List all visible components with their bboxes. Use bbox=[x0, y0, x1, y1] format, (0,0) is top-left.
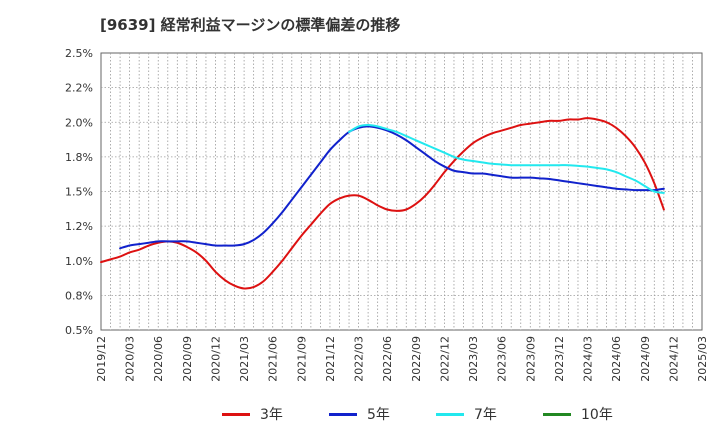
y-tick-label: 1.2% bbox=[65, 220, 93, 233]
legend-swatch bbox=[543, 412, 571, 416]
x-tick-label: 2021/09 bbox=[295, 336, 308, 382]
y-tick-label: 1.0% bbox=[65, 255, 93, 268]
x-tick-label: 2024/06 bbox=[610, 336, 623, 382]
x-tick-label: 2020/03 bbox=[124, 336, 137, 382]
x-tick-label: 2023/09 bbox=[524, 336, 537, 382]
legend-label: 5年 bbox=[367, 407, 390, 423]
x-tick-label: 2023/12 bbox=[553, 336, 566, 382]
legend: 3年 5年 7年 10年 bbox=[0, 402, 720, 426]
x-tick-label: 2022/06 bbox=[381, 336, 394, 382]
chart-title: [9639] 経常利益マージンの標準偏差の推移 bbox=[100, 16, 401, 34]
x-tick-label: 2023/03 bbox=[467, 336, 480, 382]
legend-item: 7年 bbox=[436, 402, 497, 426]
legend-item: 5年 bbox=[329, 402, 390, 426]
x-tick-label: 2020/09 bbox=[181, 336, 194, 382]
series-line-1 bbox=[119, 125, 665, 250]
x-tick-label: 2021/12 bbox=[324, 336, 337, 382]
axis-layer: 0.5% 0.8% 1.0% 1.2% 1.5% 1.8% 2.0% 2.2% 2.5% 2019… bbox=[65, 47, 709, 382]
x-tick-label: 2021/06 bbox=[267, 336, 280, 382]
x-tick-label: 2023/06 bbox=[496, 336, 509, 382]
legend-swatch bbox=[436, 412, 464, 416]
y-tick-label: 0.5% bbox=[65, 324, 93, 337]
x-tick-label: 2022/12 bbox=[438, 336, 451, 382]
legend-swatch bbox=[329, 412, 357, 416]
x-tick-label: 2024/09 bbox=[639, 336, 652, 382]
legend-label: 7年 bbox=[474, 407, 497, 423]
legend-label: 10年 bbox=[581, 407, 613, 423]
x-tick-label: 2022/03 bbox=[353, 336, 366, 382]
x-tick-label: 2021/03 bbox=[238, 336, 251, 382]
x-tick-label: 2019/12 bbox=[95, 336, 108, 382]
plot-frame bbox=[100, 52, 703, 331]
series-line-0 bbox=[100, 117, 665, 290]
x-tick-label: 2020/12 bbox=[209, 336, 222, 382]
x-tick-label: 2020/06 bbox=[152, 336, 165, 382]
legend-label: 3年 bbox=[260, 407, 283, 423]
x-tick-label: 2025/03 bbox=[696, 336, 709, 382]
x-tick-label: 2024/03 bbox=[582, 336, 595, 382]
y-tick-label: 2.5% bbox=[65, 47, 93, 60]
legend-item: 3年 bbox=[222, 402, 283, 426]
x-tick-label: 2022/09 bbox=[410, 336, 423, 382]
grid-layer bbox=[100, 52, 703, 331]
y-tick-label: 1.8% bbox=[65, 151, 93, 164]
y-tick-label: 2.2% bbox=[65, 82, 93, 95]
series-layer bbox=[100, 117, 665, 290]
y-tick-label: 1.5% bbox=[65, 186, 93, 199]
x-tick-label: 2024/12 bbox=[667, 336, 680, 382]
legend-item: 10年 bbox=[543, 402, 613, 426]
y-tick-label: 0.8% bbox=[65, 289, 93, 302]
series-line-2 bbox=[348, 124, 665, 194]
y-tick-label: 2.0% bbox=[65, 116, 93, 129]
legend-swatch bbox=[222, 412, 250, 416]
